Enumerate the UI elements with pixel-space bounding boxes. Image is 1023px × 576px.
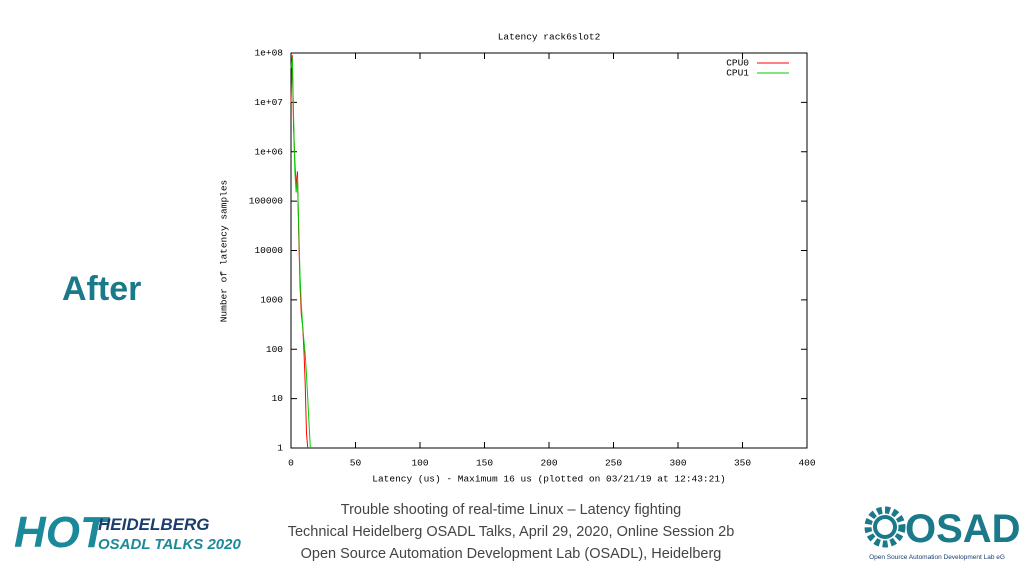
- x-tick-label: 0: [288, 458, 294, 469]
- logo-full: Open Source Automation Development Lab e…: [869, 554, 1005, 561]
- logo-hot: HOT: [14, 508, 110, 557]
- x-tick-label: 300: [669, 458, 686, 469]
- chart-title: Latency rack6slot2: [498, 32, 601, 43]
- y-tick-label: 1e+08: [254, 48, 283, 59]
- x-tick-label: 50: [350, 458, 362, 469]
- logo-event: OSADL TALKS 2020: [98, 536, 241, 553]
- logo-name: OSADL: [905, 507, 1023, 551]
- x-tick-label: 250: [605, 458, 622, 469]
- y-tick-label: 10: [272, 393, 284, 404]
- legend-label: CPU0: [726, 58, 749, 69]
- y-tick-label: 1e+07: [254, 97, 283, 108]
- x-tick-label: 100: [411, 458, 428, 469]
- x-tick-label: 400: [798, 458, 815, 469]
- plot-frame: [290, 52, 808, 449]
- y-tick-label: 1e+06: [254, 146, 283, 157]
- y-tick-label: 1: [277, 443, 283, 454]
- x-tick-label: 150: [476, 458, 493, 469]
- slide-heading: After: [62, 270, 141, 308]
- x-tick-label: 350: [734, 458, 751, 469]
- logo-gear: [864, 506, 906, 548]
- logo-city: HEIDELBERG: [98, 515, 209, 534]
- x-tick-label: 200: [540, 458, 557, 469]
- series-line: [290, 57, 311, 449]
- footer-line: Trouble shooting of real-time Linux – La…: [341, 502, 681, 518]
- y-tick-label: 10000: [254, 245, 283, 256]
- y-tick-label: 100: [266, 344, 283, 355]
- legend-label: CPU1: [726, 68, 749, 79]
- logo-gear-inner: [873, 515, 897, 539]
- chart: Latency rack6slot2 Latency (us) - Maximu…: [219, 32, 816, 485]
- x-axis-label: Latency (us) - Maximum 16 us (plotted on…: [372, 474, 725, 485]
- footer-line: Open Source Automation Development Lab (…: [301, 546, 722, 562]
- y-axis-label: Number of latency samples: [219, 180, 230, 323]
- y-tick-label: 1000: [260, 294, 283, 305]
- y-tick-label: 100000: [249, 196, 284, 207]
- footer-line: Technical Heidelberg OSADL Talks, April …: [288, 524, 735, 540]
